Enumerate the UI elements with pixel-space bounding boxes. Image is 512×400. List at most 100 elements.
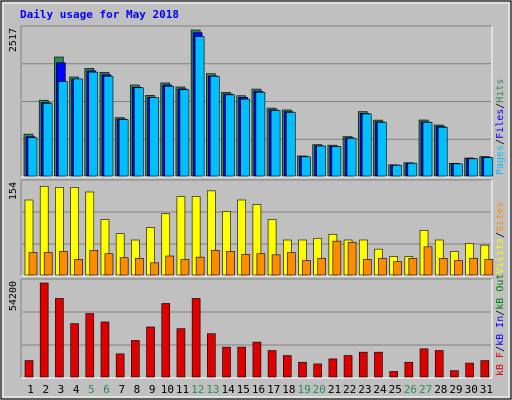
day-label: 13 <box>206 383 219 396</box>
x-axis-day-labels: 1 2 3 4 5 6 7 8 9 10 11 12 13 14 15 16 17 18 19 20 21 22 23 24 2… <box>27 383 493 396</box>
legend: Pages/Files/Hits <box>495 79 506 175</box>
bar-pages <box>392 165 402 177</box>
bar-sites <box>302 260 311 276</box>
legend-item: Files <box>495 109 506 139</box>
bar-kb-f <box>100 321 110 378</box>
legend-item: kB Out <box>495 274 506 310</box>
y-max-label: 154 <box>8 182 19 200</box>
day-label: 3 <box>58 383 65 396</box>
bar-sites <box>454 260 463 276</box>
day-label: 30 <box>465 383 478 396</box>
bar-kb-f <box>176 328 186 378</box>
bar-kb-f <box>328 358 338 378</box>
day-label: 10 <box>161 383 174 396</box>
bar-sites <box>408 257 418 276</box>
bar-sites <box>165 255 175 276</box>
bar-pages <box>255 92 266 177</box>
day-label: 19 <box>297 383 310 396</box>
bar-sites <box>241 253 251 276</box>
bar-kb-f <box>131 340 140 378</box>
bar-sites <box>332 240 342 276</box>
bar-pages <box>58 81 68 177</box>
bar-sites <box>423 246 433 276</box>
bar-kb-f <box>39 282 49 378</box>
bar-sites <box>104 253 114 276</box>
day-label: 1 <box>27 383 34 396</box>
bar-kb-f <box>313 363 322 378</box>
bar-sites <box>195 256 205 276</box>
day-label: 6 <box>103 383 110 396</box>
bar-sites <box>484 259 494 276</box>
bar-sites <box>226 251 235 276</box>
bar-kb-f <box>480 360 490 378</box>
bar-kb-f <box>222 346 231 378</box>
day-label: 27 <box>419 383 432 396</box>
bar-sites <box>135 257 144 276</box>
bar-sites <box>393 261 402 276</box>
bar-sites <box>362 259 372 276</box>
bar-sites <box>256 253 266 276</box>
day-label: 26 <box>404 383 417 396</box>
bar-pages <box>194 36 205 177</box>
day-label: 12 <box>191 383 204 396</box>
bar-sites <box>150 262 159 276</box>
bar-pages <box>301 156 311 177</box>
day-label: 21 <box>328 383 341 396</box>
bar-kb-f <box>389 371 398 378</box>
bar-pages <box>240 98 251 177</box>
bar-sites <box>317 257 326 276</box>
bar-sites <box>74 259 83 276</box>
bar-pages <box>134 87 144 177</box>
legend-item: / <box>495 139 506 145</box>
bar-pages <box>164 86 175 177</box>
bar-pages <box>88 71 99 177</box>
day-label: 15 <box>237 383 250 396</box>
day-label: 20 <box>313 383 326 396</box>
bar-sites <box>89 249 99 276</box>
bar-kb-f <box>115 353 125 378</box>
day-label: 8 <box>134 383 141 396</box>
bar-kb-f <box>191 298 201 378</box>
day-label: 28 <box>434 383 447 396</box>
bar-kb-f <box>146 326 155 378</box>
visits-sites-panel: 154 Visits/Sites <box>8 179 506 277</box>
day-label: 16 <box>252 383 265 396</box>
bar-pages <box>316 145 326 177</box>
legend-item: Visits <box>495 238 506 274</box>
bar-pages <box>103 76 114 177</box>
legend: kB F/kB In/kB Out <box>495 274 506 376</box>
bar-kb-f <box>55 298 64 378</box>
bar-pages <box>453 163 463 177</box>
bar-pages <box>377 122 387 177</box>
bar-sites <box>469 257 478 276</box>
bar-pages <box>468 158 478 177</box>
bar-sites <box>28 252 38 276</box>
bar-pages <box>42 103 53 177</box>
bar-sites <box>271 254 281 276</box>
bar-sites <box>378 257 387 276</box>
bar-kb-f <box>252 341 262 378</box>
day-label: 31 <box>480 383 493 396</box>
day-label: 11 <box>176 383 189 396</box>
bar-kb-f <box>343 355 353 378</box>
bar-pages <box>483 157 494 177</box>
chart-title: Daily usage for May 2018 <box>20 8 179 21</box>
bar-kb-f <box>465 362 474 378</box>
legend-item: Sites <box>495 202 506 232</box>
legend: Visits/Sites <box>495 202 506 274</box>
bar-pages <box>149 97 159 177</box>
legend-item: kB F <box>495 352 506 376</box>
bar-sites <box>119 257 129 276</box>
legend-item: / <box>495 310 506 316</box>
bar-kb-f <box>404 361 414 378</box>
bar-pages <box>210 76 220 177</box>
day-label: 22 <box>343 383 356 396</box>
legend-item: Hits <box>495 79 506 103</box>
legend-item: kB In <box>495 316 506 346</box>
day-label: 17 <box>267 383 280 396</box>
bar-sites <box>347 241 357 276</box>
